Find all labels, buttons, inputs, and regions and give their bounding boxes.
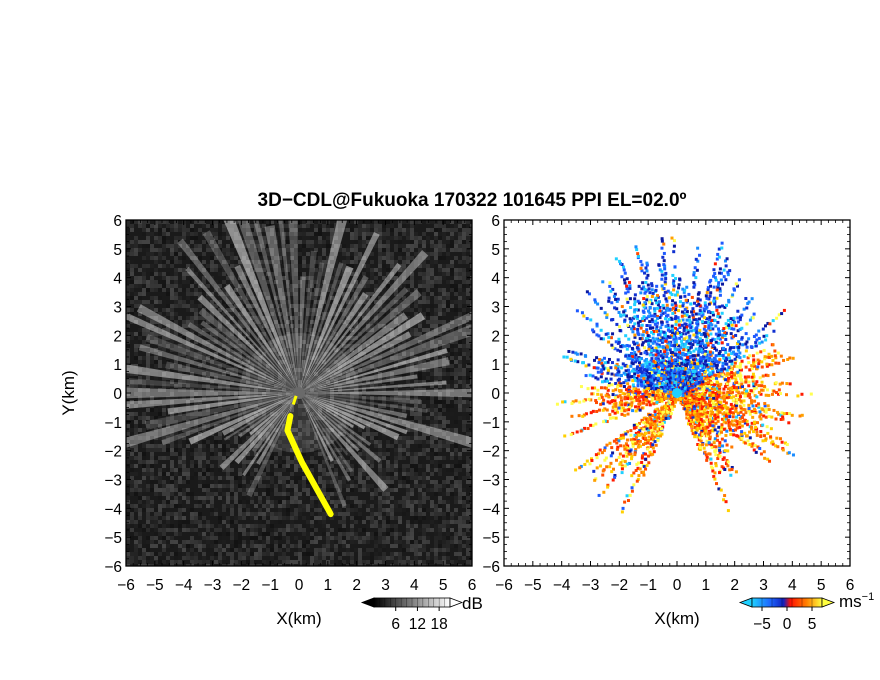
colorbar-high-extend	[821, 597, 836, 608]
y-tick-label: 6	[113, 213, 122, 230]
x-tick-label: −3	[204, 577, 222, 594]
x-tick-label: 1	[324, 577, 333, 594]
x-tick-label: 3	[759, 577, 768, 594]
right-panel: −6 −5 −4 −3 −2 −1 0 1 2 3 4 5 6 −6 −5 −4 −3 −2 −1 0 1 2 3 4 5 6 X…	[482, 213, 874, 633]
right-x-axis-label: X(km)	[654, 609, 699, 628]
right-axes: −6 −5 −4 −3 −2 −1 0 1 2 3 4 5 6 −6 −5 −4 −3 −2 −1 0 1 2 3 4 5 6	[482, 213, 854, 594]
x-tick-label: 5	[439, 577, 448, 594]
y-tick-label: −2	[104, 444, 122, 461]
y-tick-label: −6	[482, 559, 500, 576]
x-tick-label: −2	[232, 577, 250, 594]
colorbar-low-extend	[360, 597, 375, 608]
colorbar-tick-label: 12	[409, 616, 426, 633]
y-tick-label: 5	[113, 242, 122, 259]
y-tick-label: 6	[491, 213, 500, 230]
y-tick-label: −1	[482, 415, 500, 432]
velocity-pixels	[555, 236, 813, 514]
x-tick-label: −1	[639, 577, 657, 594]
y-tick-label: −4	[104, 501, 122, 518]
intensity-colorbar: 6 12 18	[360, 597, 464, 633]
intensity-colorbar-unit: dB	[462, 594, 483, 613]
y-tick-label: 1	[491, 357, 500, 374]
x-tick-label: 4	[410, 577, 419, 594]
x-tick-label: 4	[788, 577, 797, 594]
x-tick-label: 2	[730, 577, 739, 594]
y-tick-label: −1	[104, 415, 122, 432]
y-tick-label: −6	[104, 559, 122, 576]
left-axes: −6 −5 −4 −3 −2 −1 0 1 2 3 4 5 6 −6 −5 −4 −3 −2 −1 0 1 2 3 4 5 6	[104, 213, 476, 594]
y-tick-label: −3	[482, 473, 500, 490]
velocity-plot-area	[555, 236, 813, 514]
y-tick-label: 3	[113, 300, 122, 317]
left-y-axis-label: Y(km)	[59, 370, 78, 415]
high-intensity-spot	[291, 395, 298, 406]
intensity-beams	[126, 220, 472, 507]
y-tick-label: 0	[491, 386, 500, 403]
colorbar-tick-label: 5	[808, 616, 817, 633]
x-tick-label: −4	[553, 577, 571, 594]
x-tick-label: 5	[817, 577, 826, 594]
intensity-plot-area	[126, 220, 472, 566]
x-tick-label: −6	[495, 577, 513, 594]
y-tick-label: 5	[491, 242, 500, 259]
y-tick-label: 4	[491, 271, 500, 288]
y-tick-label: −4	[482, 501, 500, 518]
x-tick-label: −4	[175, 577, 193, 594]
y-tick-label: 3	[491, 300, 500, 317]
chart-title: 3D−CDL@Fukuoka 170322 101645 PPI EL=02.0…	[258, 190, 687, 211]
y-tick-label: 1	[113, 357, 122, 374]
y-tick-label: −2	[482, 444, 500, 461]
colorbar-low-extend	[738, 597, 753, 608]
colorbar-tick-label: 18	[431, 616, 448, 633]
high-intensity-streak	[284, 413, 334, 518]
x-tick-label: 1	[702, 577, 711, 594]
colorbar-high-extend	[449, 597, 464, 608]
y-tick-label: −3	[104, 473, 122, 490]
left-x-axis-label: X(km)	[276, 609, 321, 628]
x-tick-label: −6	[117, 577, 135, 594]
y-tick-label: 2	[491, 328, 500, 345]
colorbar-tick-label: 6	[391, 616, 400, 633]
x-tick-label: 2	[352, 577, 361, 594]
colorbar-tick-label: 0	[783, 616, 792, 633]
x-tick-label: 3	[381, 577, 390, 594]
velocity-colorbar-unit: ms−1	[839, 591, 874, 611]
x-tick-label: −3	[582, 577, 600, 594]
y-tick-label: −5	[482, 530, 500, 547]
x-tick-label: −1	[261, 577, 279, 594]
colorbar-ramp	[751, 597, 823, 608]
y-tick-label: 2	[113, 328, 122, 345]
x-tick-label: 6	[468, 577, 477, 594]
y-tick-label: 0	[113, 386, 122, 403]
velocity-colorbar: −5 0 5	[738, 597, 836, 633]
x-tick-label: −5	[146, 577, 164, 594]
x-tick-label: −2	[610, 577, 628, 594]
lidar-site-marker	[672, 388, 682, 398]
x-tick-label: 0	[295, 577, 304, 594]
colorbar-tick-label: −5	[753, 616, 771, 633]
x-tick-label: −5	[524, 577, 542, 594]
y-tick-label: 4	[113, 271, 122, 288]
x-tick-label: 0	[673, 577, 682, 594]
y-tick-label: −5	[104, 530, 122, 547]
x-tick-label: 6	[846, 577, 855, 594]
